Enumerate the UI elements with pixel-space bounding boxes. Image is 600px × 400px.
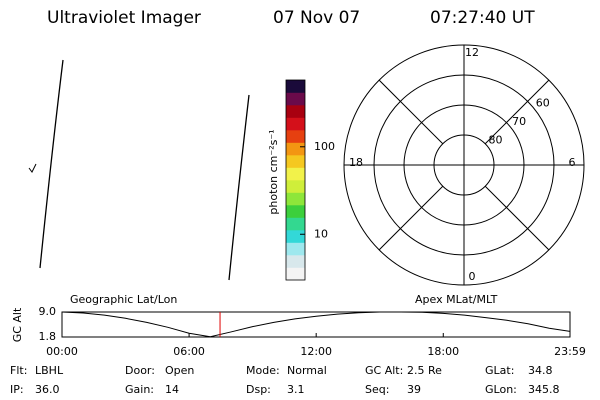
mlt-label: 0 [469, 270, 476, 283]
colorbar-tick-label: 10 [314, 227, 328, 240]
color-segment [286, 217, 305, 231]
field-value: 345.8 [528, 383, 560, 396]
y-axis-label: GC Alt [11, 307, 24, 342]
field-value: 3.1 [287, 383, 305, 396]
diagonal-spoke [378, 79, 444, 145]
color-segment [286, 130, 305, 143]
y-tick-label: 9.0 [39, 305, 57, 318]
color-segment [286, 92, 305, 106]
colorbar-tick-label: 100 [314, 140, 335, 153]
color-segment [286, 205, 305, 218]
field-label: Mode: [246, 364, 280, 377]
color-segment [286, 155, 305, 168]
color-segment [286, 142, 305, 156]
color-segment [286, 255, 305, 268]
field-label: GLat: [485, 364, 514, 377]
field-value: 14 [165, 383, 179, 396]
field-label: GC Alt: [365, 364, 403, 377]
field-value: 39 [407, 383, 421, 396]
field-value: 2.5 Re [407, 364, 442, 377]
mlt-label: 18 [349, 156, 363, 169]
y-tick-label: 1.8 [39, 330, 57, 343]
altitude-line [61, 311, 571, 338]
limb-trace [39, 59, 64, 269]
field-label: Door: [125, 364, 155, 377]
x-tick-label: 12:00 [300, 345, 332, 358]
plot-title: Geographic Lat/Lon [70, 293, 177, 306]
field-value: Open [165, 364, 194, 377]
lat-label: 60 [536, 96, 550, 109]
color-segment [286, 230, 305, 243]
color-segment [286, 180, 305, 193]
x-tick-label: 18:00 [427, 345, 459, 358]
field-value: Normal [287, 364, 327, 377]
field-label: Gain: [125, 383, 154, 396]
color-segment [286, 80, 305, 93]
time: 07:27:40 UT [430, 8, 535, 28]
date: 07 Nov 07 [273, 8, 360, 28]
diagonal-spoke [378, 185, 444, 251]
colorbar-frame [285, 79, 306, 281]
color-segment [286, 117, 305, 131]
field-value: 36.0 [35, 383, 60, 396]
diagonal-spoke [484, 79, 550, 145]
lat-label: 80 [489, 133, 503, 146]
title: Ultraviolet Imager [47, 8, 201, 28]
mlt-label: 6 [569, 156, 576, 169]
color-segment [286, 167, 305, 181]
diagonal-spoke [484, 185, 550, 251]
x-tick-label: 00:00 [46, 345, 78, 358]
colorbar-label: photon cm⁻²s⁻¹ [267, 129, 280, 214]
field-label: GLon: [485, 383, 517, 396]
field-label: IP: [10, 383, 24, 396]
field-label: Dsp: [246, 383, 271, 396]
mlt-label: 12 [465, 46, 479, 59]
color-segment [286, 105, 305, 118]
field-value: 34.8 [528, 364, 553, 377]
color-segment [286, 192, 305, 206]
field-value: LBHL [35, 364, 64, 377]
x-tick-label: 23:59 [554, 345, 586, 358]
limb-trace [228, 94, 250, 281]
field-label: Seq: [365, 383, 389, 396]
field-label: Flt: [10, 364, 27, 377]
color-segment [286, 267, 305, 281]
color-segment [286, 242, 305, 256]
x-tick-label: 06:00 [173, 345, 205, 358]
lat-label: 70 [512, 115, 526, 128]
plot-subtitle: Apex MLat/MLT [415, 293, 498, 306]
image-speck [28, 163, 37, 173]
